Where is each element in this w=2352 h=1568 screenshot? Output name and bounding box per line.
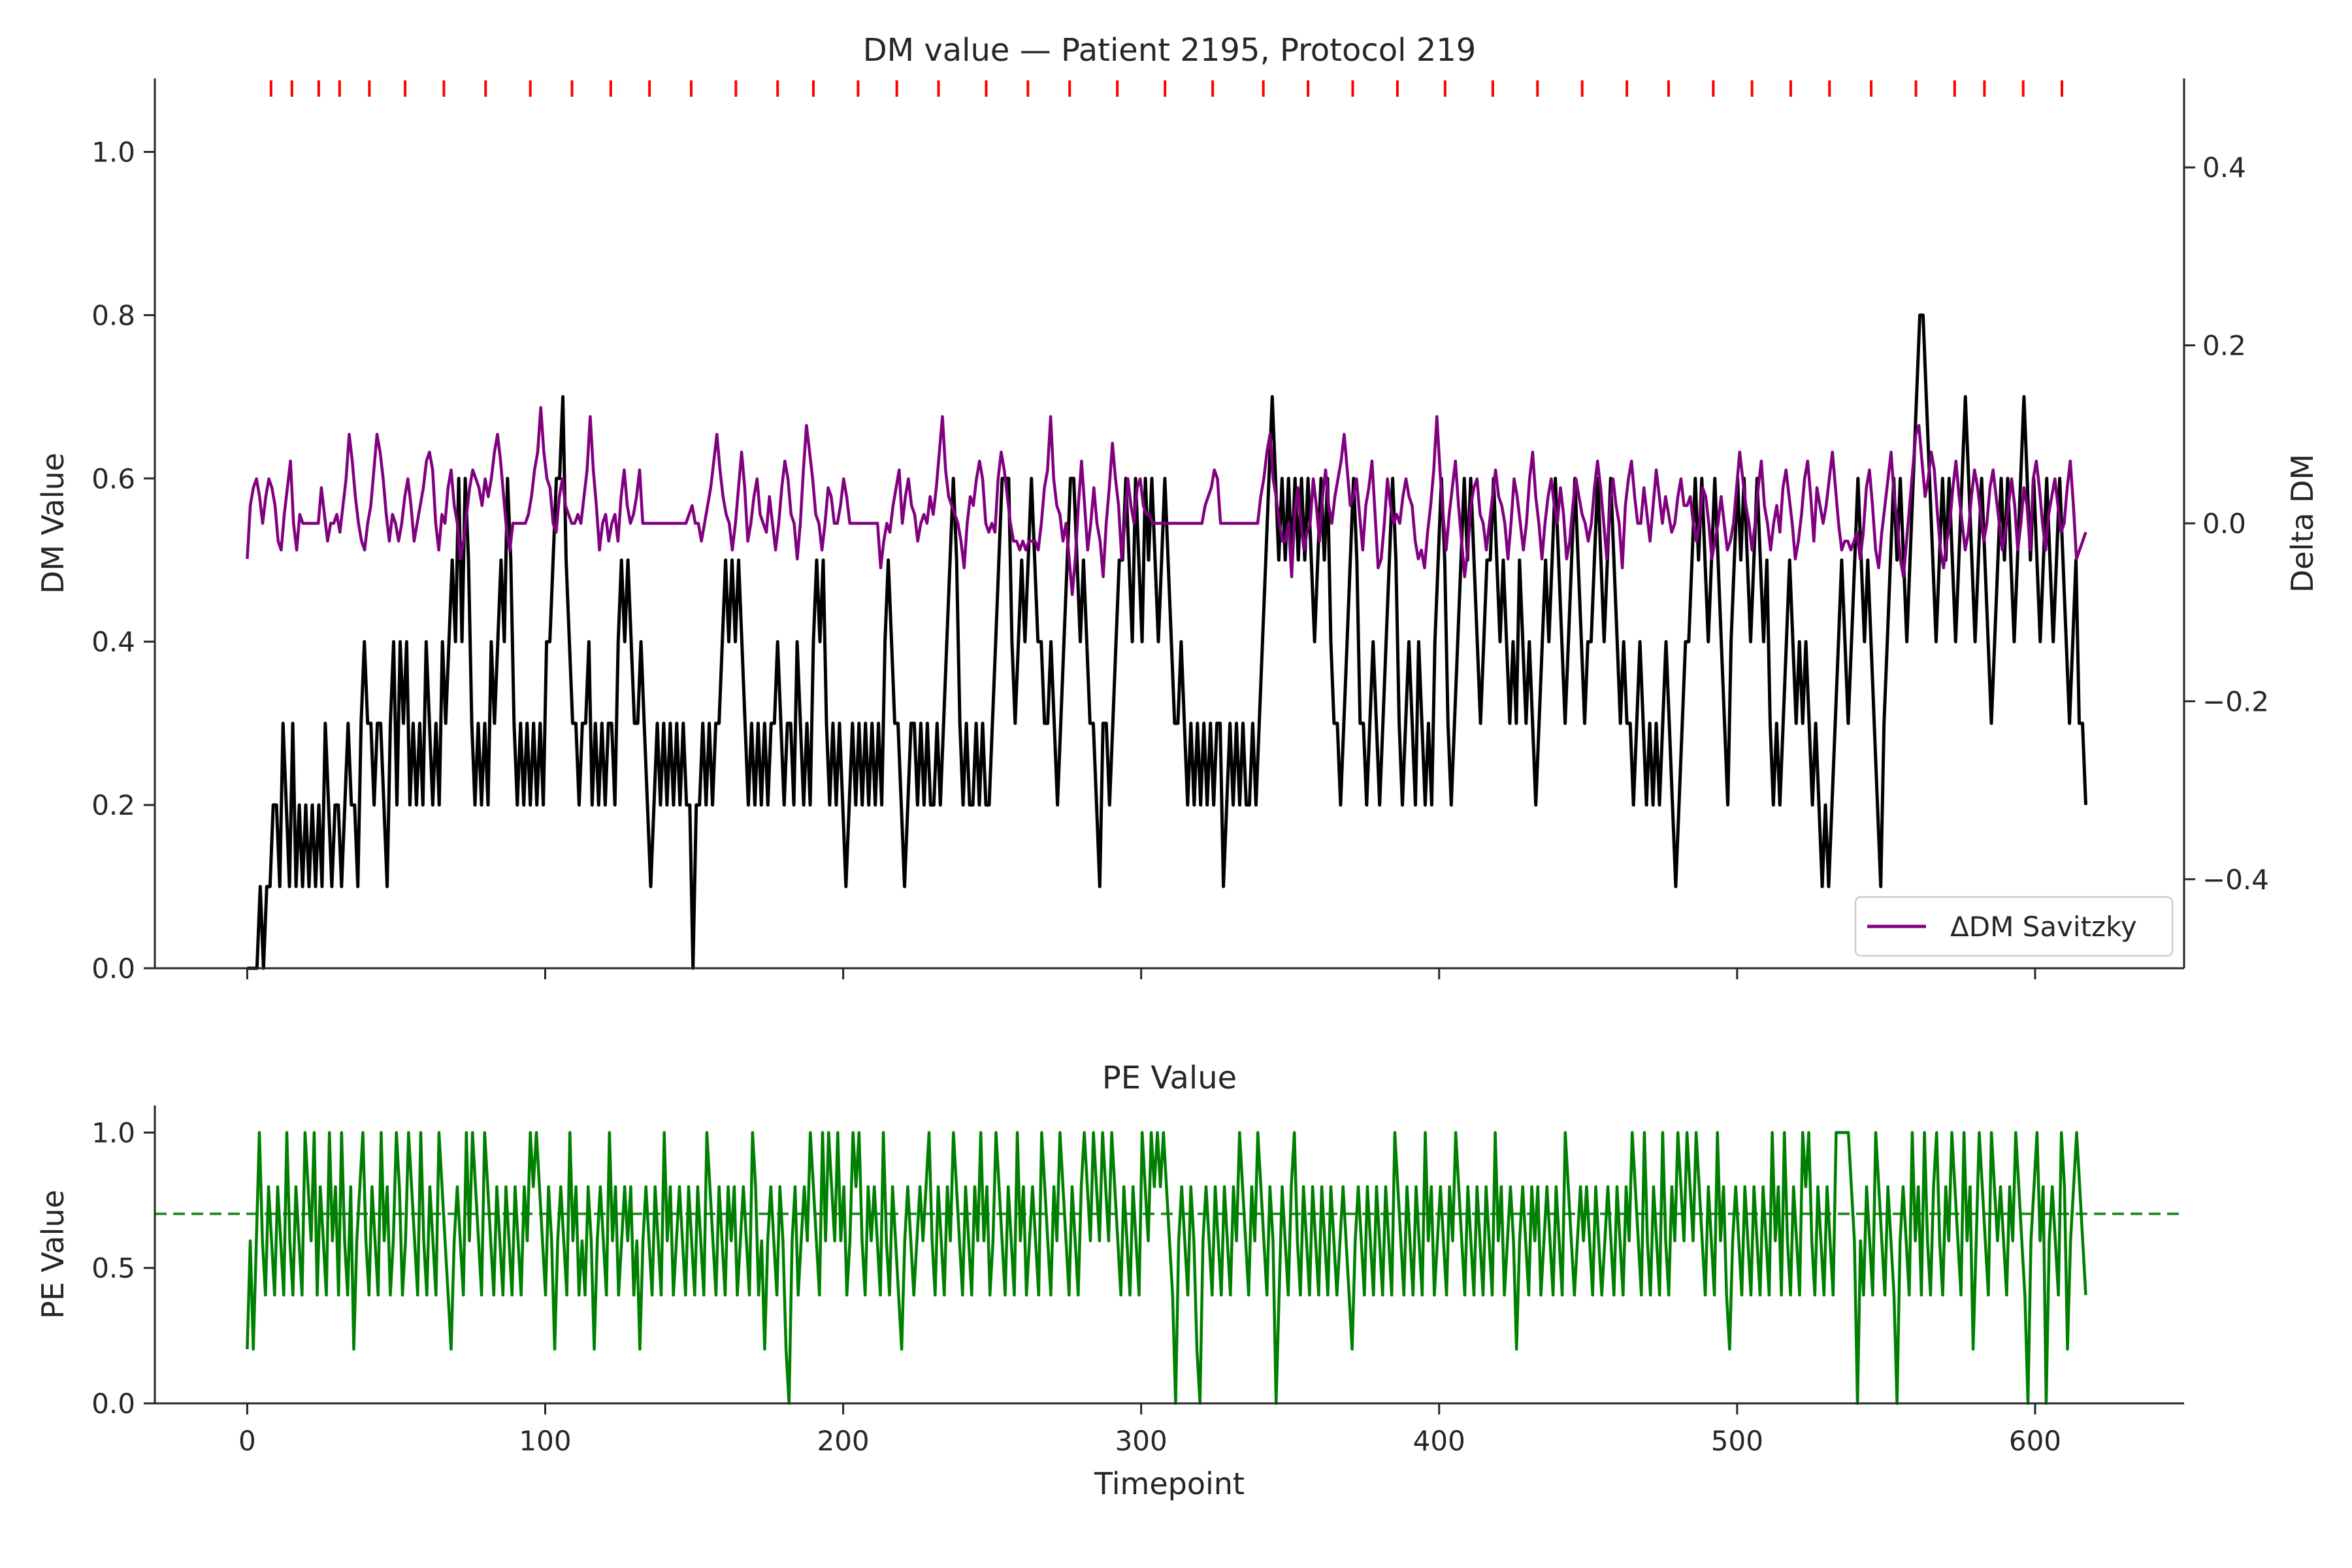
- x-tick-label: 200: [817, 1425, 869, 1457]
- y-right-tick-label: −0.4: [2202, 864, 2269, 896]
- delta-y-axis-label: Delta DM: [2285, 454, 2320, 593]
- y-tick-label: 0.4: [91, 626, 135, 658]
- y-right-tick-label: 0.2: [2202, 330, 2246, 362]
- y-tick-label: 0.0: [91, 953, 135, 985]
- y-right-tick-label: 0.0: [2202, 508, 2246, 540]
- pe-y-tick-label: 1.0: [91, 1117, 135, 1149]
- dm-axes-ticks: 0.0 0.2 0.4 0.6 0.8 1.0 −0.4 −0.2 0.0 0.2 0.4: [91, 136, 2269, 985]
- legend-box: [1854, 896, 2174, 957]
- delta-dm-series-line: [246, 406, 2087, 596]
- dm-y-axis-label: DM Value: [35, 453, 71, 594]
- y-tick-label: 0.6: [91, 463, 135, 495]
- legend: ΔDM Savitzky: [1854, 896, 2174, 957]
- pe-chart: PE Value 0.0 0.5 1.0 0 100 200 300 400 500 600 PE…: [35, 1060, 2184, 1501]
- x-tick-label: 300: [1115, 1425, 1168, 1457]
- x-tick-label: 500: [1711, 1425, 1763, 1457]
- x-tick-label: 100: [519, 1425, 571, 1457]
- x-tick-label: 600: [2009, 1425, 2061, 1457]
- y-tick-label: 1.0: [91, 136, 135, 168]
- dm-plot-area: [246, 313, 2087, 970]
- pe-y-tick-label: 0.5: [91, 1252, 135, 1284]
- pe-axes-ticks: 0.0 0.5 1.0 0 100 200 300 400 500 600: [91, 1117, 2061, 1457]
- x-tick-label: 400: [1413, 1425, 1465, 1457]
- pe-chart-title: PE Value: [1102, 1060, 1237, 1096]
- dm-series-line: [247, 313, 2087, 970]
- y-tick-label: 0.2: [91, 789, 135, 821]
- pe-series-line: [246, 1131, 2087, 1405]
- dm-chart: DM value — Patient 2195, Protocol 219 0.…: [35, 32, 2320, 985]
- x-tick-label: 0: [238, 1425, 256, 1457]
- y-tick-label: 0.8: [91, 299, 135, 331]
- x-axis-label: Timepoint: [1094, 1466, 1245, 1501]
- y-right-tick-label: −0.2: [2202, 685, 2269, 717]
- y-right-tick-label: 0.4: [2202, 152, 2246, 184]
- pe-y-tick-label: 0.0: [91, 1388, 135, 1420]
- legend-label-delta: ΔDM Savitzky: [1950, 911, 2137, 943]
- event-markers: [269, 80, 2064, 97]
- pe-y-axis-label: PE Value: [35, 1190, 71, 1319]
- pe-plot-area: [155, 1131, 2184, 1405]
- dm-chart-title: DM value — Patient 2195, Protocol 219: [863, 32, 1477, 69]
